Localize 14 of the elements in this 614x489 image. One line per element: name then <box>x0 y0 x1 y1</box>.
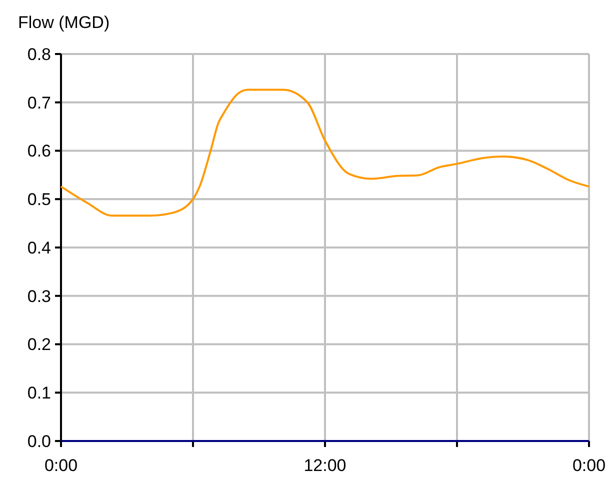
y-tick-label: 0.8 <box>27 44 51 64</box>
y-tick-label: 0.2 <box>27 335 51 354</box>
y-tick-label: 0.5 <box>27 190 51 210</box>
y-tick-label: 0.6 <box>27 142 51 161</box>
x-tick-label: 0:00 <box>572 456 606 475</box>
y-axis-title: Flow (MGD) <box>18 13 110 32</box>
y-tick-label: 0.4 <box>27 238 51 258</box>
y-tick-label: 0.0 <box>27 432 51 451</box>
x-tick-label: 0:00 <box>44 456 78 475</box>
y-tick-label: 0.3 <box>27 286 51 306</box>
y-tick-label: 0.1 <box>27 384 51 403</box>
line-series <box>60 88 590 217</box>
x-tick-label: 12:00 <box>304 456 346 475</box>
y-tick-label: 0.7 <box>27 93 51 112</box>
